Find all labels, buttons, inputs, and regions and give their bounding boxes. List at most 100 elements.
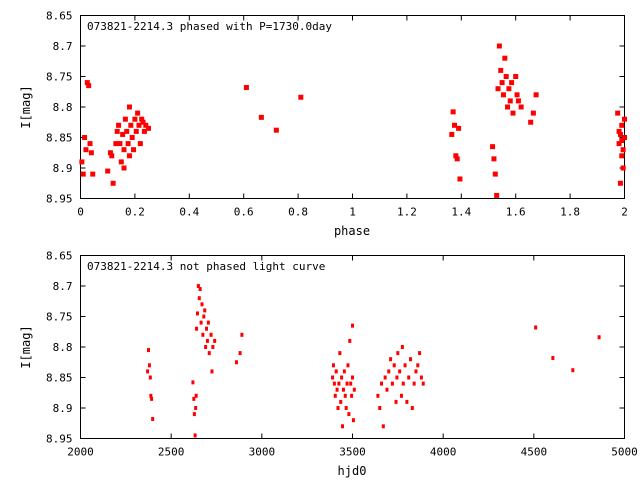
data-point	[507, 98, 513, 104]
data-point	[341, 424, 345, 429]
y-tick-label: 8.85	[46, 372, 73, 385]
data-point	[619, 138, 625, 144]
data-point	[200, 302, 204, 307]
data-point	[383, 375, 387, 380]
data-point	[141, 128, 147, 134]
data-point	[87, 141, 93, 147]
data-point	[84, 80, 90, 86]
data-point	[505, 104, 511, 110]
data-point	[210, 369, 214, 374]
data-point	[418, 351, 422, 356]
data-point	[571, 368, 575, 373]
data-point	[199, 320, 203, 325]
data-point	[351, 323, 354, 328]
data-point	[126, 153, 132, 159]
data-point	[213, 338, 217, 343]
data-point	[349, 381, 353, 386]
data-point	[503, 74, 509, 79]
data-point	[131, 147, 137, 153]
data-point	[116, 122, 122, 128]
phased-light-curve-panel: 0 0.2 0.4 0.6 0.8 1 1.2 1.4 1.6 1.8 2 8.65 8.7 8.75 8.…	[19, 10, 628, 239]
data-point	[347, 412, 351, 417]
x-tick-label: 1	[349, 206, 356, 219]
data-point	[617, 131, 623, 137]
y-tick-label: 8.7	[53, 280, 73, 293]
data-point	[122, 116, 128, 122]
plot-frame	[80, 255, 625, 439]
data-point	[137, 141, 143, 147]
data-point	[390, 381, 394, 386]
data-point	[192, 412, 196, 417]
data-point	[151, 416, 155, 421]
data-points	[79, 43, 627, 198]
data-point	[492, 171, 498, 177]
data-point	[205, 338, 209, 343]
data-point	[622, 135, 627, 140]
data-point	[551, 355, 555, 360]
data-point	[341, 387, 345, 392]
x-tick-label: 3500	[339, 446, 366, 459]
data-point	[79, 159, 85, 165]
x-tick-label: 4500	[521, 446, 548, 459]
data-point	[196, 284, 200, 288]
data-point	[495, 86, 501, 92]
data-point	[617, 180, 623, 186]
data-point	[82, 135, 88, 140]
y-tick-label: 8.9	[53, 402, 73, 415]
data-point	[351, 418, 355, 423]
data-point	[121, 165, 127, 171]
data-point	[147, 363, 151, 368]
data-point	[450, 109, 456, 115]
data-point	[498, 67, 504, 73]
data-point	[140, 119, 146, 125]
data-point	[509, 80, 515, 86]
data-point	[298, 94, 304, 100]
data-point	[126, 104, 132, 110]
data-point	[528, 119, 534, 125]
data-point	[376, 393, 380, 398]
data-point	[338, 351, 342, 356]
data-point	[494, 192, 500, 198]
data-point	[615, 110, 621, 116]
data-point	[387, 369, 391, 374]
data-point	[129, 135, 135, 140]
x-tick-label: 4000	[430, 446, 457, 459]
data-point	[194, 406, 198, 410]
x-tick-label: 1.6	[506, 206, 526, 219]
x-tick-label: 1.2	[397, 206, 417, 219]
x-tick-label: 2500	[158, 446, 185, 459]
x-tick-label: 0	[77, 206, 84, 219]
data-point	[146, 369, 150, 374]
x-tick-label: 5000	[611, 446, 638, 459]
data-point	[133, 128, 139, 134]
data-point	[147, 348, 150, 353]
data-point	[193, 433, 197, 438]
x-tick-label: 2	[621, 206, 628, 219]
y-tick-label: 8.7	[53, 40, 73, 53]
x-tick-label: 1.4	[451, 206, 471, 219]
data-point	[616, 128, 622, 134]
data-point	[620, 147, 626, 153]
data-point	[620, 165, 626, 171]
y-tick-label: 8.95	[46, 433, 73, 446]
data-point	[273, 127, 279, 133]
data-point	[206, 320, 210, 325]
data-point	[619, 153, 625, 159]
data-point	[491, 156, 497, 162]
data-point	[198, 287, 202, 292]
unphased-light-curve-panel: 2000 2500 3000 3500 4000 4500 5000 8.65 8.7 8.75 8…	[19, 250, 638, 479]
data-point	[143, 122, 149, 128]
data-point	[346, 363, 350, 368]
data-point	[120, 131, 126, 137]
data-point	[419, 375, 423, 380]
x-tick-label: 0.8	[288, 206, 308, 219]
data-point	[350, 393, 354, 398]
data-point	[597, 335, 601, 340]
y-tick-label: 8.75	[46, 71, 73, 84]
data-point	[191, 380, 195, 385]
data-point	[389, 357, 393, 362]
data-point	[345, 381, 349, 386]
axis-ticks: 2000 2500 3000 3500 4000 4500 5000 8.65 8.7 8.75 8…	[46, 250, 638, 459]
data-point	[500, 92, 506, 98]
